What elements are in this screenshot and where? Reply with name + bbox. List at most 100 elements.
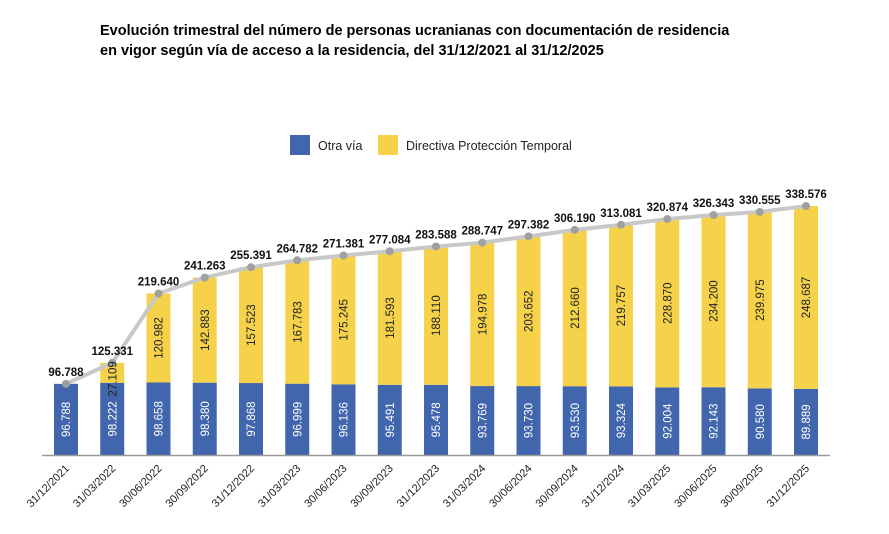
data-label-dpt: 188.110: [431, 295, 443, 336]
bar-otra-via: [609, 386, 633, 455]
bar-dpt: [470, 242, 495, 387]
legend-swatch-otra-via: [290, 135, 310, 155]
x-tick-label: 31/12/2021: [25, 463, 72, 510]
x-tick-label: 30/09/2023: [348, 463, 395, 510]
x-tick-label: 31/12/2022: [210, 463, 257, 510]
total-label: 330.555: [739, 195, 781, 207]
data-label-otra-via: 98.222: [107, 401, 119, 436]
data-label-dpt: 248.687: [801, 277, 813, 319]
data-label-otra-via: 92.004: [662, 403, 674, 439]
data-label-dpt: 167.783: [292, 301, 304, 343]
data-label-dpt: 203.652: [524, 290, 536, 332]
x-tick-label: 30/06/2024: [487, 463, 534, 510]
total-marker: [339, 251, 348, 260]
legend-label-otra-via: Otra vía: [318, 139, 363, 153]
total-marker: [709, 211, 718, 220]
total-marker: [247, 263, 255, 272]
bar-dpt: [377, 251, 402, 385]
total-marker: [432, 242, 440, 251]
data-label-dpt: 212.660: [570, 287, 582, 329]
total-marker: [62, 379, 70, 388]
total-label: 241.263: [184, 261, 226, 273]
data-label-otra-via: 98.380: [200, 401, 212, 436]
total-label: 320.874: [646, 202, 688, 214]
total-marker: [108, 358, 117, 367]
bar-dpt: [100, 362, 125, 383]
total-marker: [385, 247, 394, 256]
legend: Otra vía Directiva Protección Temporal: [290, 135, 572, 155]
total-label: 264.782: [276, 243, 318, 255]
total-marker: [755, 207, 764, 216]
data-label-otra-via: 92.143: [709, 404, 721, 439]
data-label-otra-via: 97.868: [246, 401, 258, 436]
bar-otra-via: [424, 384, 448, 455]
data-label-otra-via: 93.530: [570, 403, 582, 438]
x-tick-label: 31/03/2024: [441, 463, 488, 510]
total-marker: [524, 232, 533, 241]
bar-dpt: [424, 246, 448, 385]
data-label-otra-via: 95.478: [431, 402, 443, 437]
total-marker: [293, 256, 302, 265]
bar-otra-via: [655, 387, 680, 455]
total-marker: [802, 202, 810, 211]
total-marker: [478, 238, 487, 247]
bar-otra-via: [285, 383, 310, 455]
x-tick-label: 30/09/2025: [718, 463, 765, 510]
bar-otra-via: [516, 386, 541, 455]
chart-title-line-1: Evolución trimestral del número de perso…: [100, 23, 730, 39]
total-label: 219.640: [138, 277, 180, 289]
x-tick-label: 31/03/2022: [71, 463, 118, 510]
total-label: 288.747: [461, 226, 503, 238]
data-label-dpt: 175.245: [339, 299, 351, 341]
data-label-dpt: 234.200: [709, 280, 721, 322]
total-label: 306.190: [554, 213, 596, 225]
total-marker: [200, 273, 209, 282]
chart-title: Evolución trimestral del número de perso…: [100, 21, 729, 61]
x-tick-label: 31/12/2023: [395, 463, 442, 510]
total-marker: [663, 215, 672, 224]
bar-dpt: [794, 206, 818, 389]
data-label-otra-via: 90.580: [755, 404, 767, 439]
bar-dpt: [747, 211, 772, 389]
x-tick-label: 31/12/2024: [580, 463, 627, 510]
total-label: 255.391: [230, 250, 272, 262]
total-label: 271.381: [323, 238, 365, 250]
data-label-otra-via: 89.889: [801, 404, 813, 439]
data-label-otra-via: 93.324: [616, 403, 628, 439]
x-tick-label: 31/03/2023: [256, 463, 303, 510]
bar-otra-via: [562, 386, 587, 455]
total-label: 338.576: [785, 189, 827, 201]
bar-dpt: [701, 215, 726, 388]
total-marker: [570, 225, 579, 234]
data-label-otra-via: 96.788: [61, 402, 73, 437]
bar-dpt: [239, 267, 263, 384]
data-label-otra-via: 93.769: [477, 403, 489, 438]
bar-otra-via: [377, 384, 402, 455]
data-label-dpt: 142.883: [200, 309, 212, 351]
data-label-dpt: 157.523: [246, 304, 258, 346]
legend-swatch-dpt: [378, 135, 398, 155]
total-marker: [617, 220, 625, 229]
data-label-dpt: 181.593: [385, 297, 397, 339]
bar-otra-via: [54, 383, 78, 455]
bar-dpt: [655, 219, 680, 388]
data-label-otra-via: 93.730: [524, 403, 536, 438]
x-tick-label: 31/12/2025: [765, 463, 812, 510]
total-label: 96.788: [48, 367, 84, 379]
x-tick-label: 30/06/2025: [672, 463, 719, 510]
data-label-dpt: 194.978: [477, 294, 489, 336]
data-label-dpt: 239.975: [755, 279, 767, 321]
x-tick-label: 30/06/2023: [302, 463, 349, 510]
x-tick-label: 30/09/2024: [533, 463, 580, 510]
total-label: 313.081: [600, 208, 642, 220]
bar-otra-via: [100, 382, 125, 455]
data-label-otra-via: 96.136: [339, 402, 351, 437]
bar-otra-via: [146, 382, 171, 455]
bar-otra-via: [470, 386, 495, 455]
x-tick-label: 30/09/2022: [163, 463, 210, 510]
total-label: 326.343: [693, 198, 735, 210]
bar-otra-via: [192, 382, 217, 455]
total-label: 125.331: [91, 346, 133, 358]
